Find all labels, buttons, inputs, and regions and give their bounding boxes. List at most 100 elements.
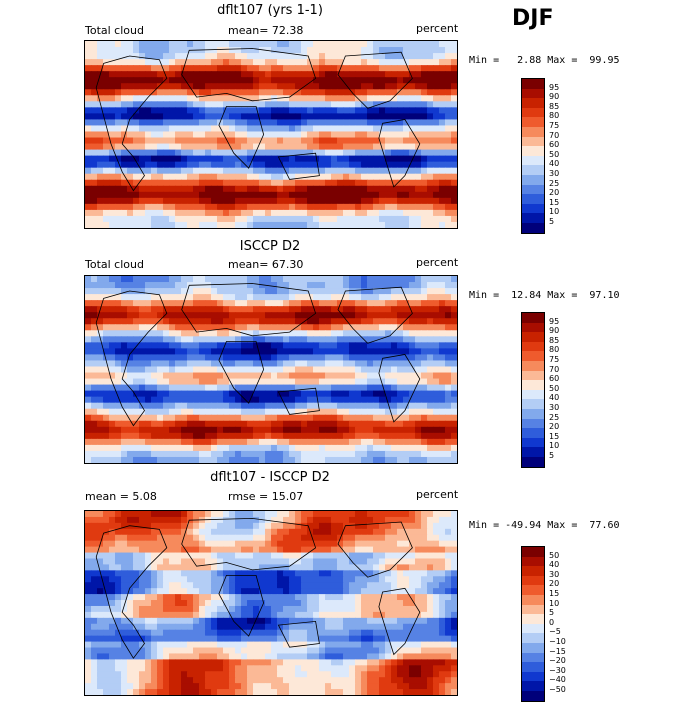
field-cell bbox=[295, 391, 302, 398]
field-cell bbox=[427, 588, 434, 595]
field-cell bbox=[367, 59, 374, 66]
field-cell bbox=[325, 523, 332, 530]
field-cell bbox=[331, 47, 338, 54]
field-cell bbox=[163, 47, 170, 54]
field-cell bbox=[97, 415, 104, 422]
field-cell bbox=[385, 53, 392, 60]
field-cell bbox=[157, 282, 164, 289]
field-cell bbox=[133, 553, 140, 560]
field-cell bbox=[103, 391, 110, 398]
field-cell bbox=[109, 588, 116, 595]
field-cell bbox=[289, 59, 296, 66]
field-cell bbox=[199, 144, 206, 151]
field-cell bbox=[451, 330, 457, 337]
field-cell bbox=[289, 535, 296, 542]
field-cell bbox=[367, 366, 374, 373]
field-cell bbox=[349, 144, 356, 151]
field-cell bbox=[367, 354, 374, 361]
field-cell bbox=[283, 95, 290, 102]
field-cell bbox=[421, 89, 428, 96]
field-cell bbox=[283, 547, 290, 554]
field-cell bbox=[373, 342, 380, 349]
field-cell bbox=[163, 600, 170, 607]
field-cell bbox=[235, 451, 242, 458]
field-cell bbox=[325, 180, 332, 187]
field-cell bbox=[283, 336, 290, 343]
field-cell bbox=[439, 95, 446, 102]
field-cell bbox=[127, 360, 134, 367]
field-cell bbox=[409, 294, 416, 301]
field-cell bbox=[103, 379, 110, 386]
field-cell bbox=[403, 222, 410, 228]
field-cell bbox=[265, 427, 272, 434]
field-cell bbox=[427, 294, 434, 301]
field-cell bbox=[391, 451, 398, 458]
field-cell bbox=[97, 216, 104, 223]
field-cell bbox=[325, 366, 332, 373]
field-cell bbox=[265, 192, 272, 199]
field-cell bbox=[169, 541, 176, 548]
field-cell bbox=[109, 156, 116, 163]
field-cell bbox=[397, 300, 404, 307]
field-cell bbox=[235, 445, 242, 452]
field-cell bbox=[187, 95, 194, 102]
field-cell bbox=[451, 119, 457, 126]
field-cell bbox=[349, 523, 356, 530]
field-cell bbox=[307, 415, 314, 422]
field-cell bbox=[91, 95, 98, 102]
field-cell bbox=[337, 53, 344, 60]
field-cell bbox=[427, 409, 434, 416]
field-cell bbox=[289, 107, 296, 114]
field-cell bbox=[355, 373, 362, 380]
field-cell bbox=[169, 324, 176, 331]
field-cell bbox=[295, 41, 302, 48]
field-cell bbox=[271, 41, 278, 48]
field-cell bbox=[187, 457, 194, 463]
field-cell bbox=[193, 336, 200, 343]
field-cell bbox=[307, 606, 314, 613]
field-cell bbox=[313, 511, 320, 518]
field-cell bbox=[247, 415, 254, 422]
field-cell bbox=[319, 294, 326, 301]
field-cell bbox=[247, 570, 254, 577]
field-cell bbox=[433, 101, 440, 108]
field-cell bbox=[127, 366, 134, 373]
field-cell bbox=[433, 282, 440, 289]
field-cell bbox=[163, 457, 170, 463]
field-cell bbox=[283, 222, 290, 228]
field-cell bbox=[451, 415, 457, 422]
field-cell bbox=[259, 547, 266, 554]
field-cell bbox=[109, 445, 116, 452]
field-cell bbox=[313, 204, 320, 211]
field-cell bbox=[205, 342, 212, 349]
field-cell bbox=[343, 391, 350, 398]
field-cell bbox=[211, 174, 218, 181]
field-cell bbox=[157, 47, 164, 54]
field-cell bbox=[319, 83, 326, 90]
field-cell bbox=[259, 445, 266, 452]
field-cell bbox=[439, 330, 446, 337]
field-cell bbox=[205, 391, 212, 398]
field-cell bbox=[271, 107, 278, 114]
colorbar-swatch bbox=[522, 175, 544, 185]
field-cell bbox=[85, 336, 92, 343]
field-cell bbox=[277, 433, 284, 440]
field-cell bbox=[133, 131, 140, 138]
field-cell bbox=[91, 312, 98, 319]
field-cell bbox=[391, 138, 398, 145]
field-cell bbox=[325, 282, 332, 289]
field-cell bbox=[349, 457, 356, 463]
field-cell bbox=[133, 594, 140, 601]
field-cell bbox=[373, 457, 380, 463]
field-cell bbox=[265, 119, 272, 126]
field-cell bbox=[307, 600, 314, 607]
field-cell bbox=[349, 366, 356, 373]
field-cell bbox=[373, 409, 380, 416]
field-cell bbox=[211, 53, 218, 60]
field-cell bbox=[121, 101, 128, 108]
field-cell bbox=[319, 113, 326, 120]
field-cell bbox=[109, 162, 116, 169]
field-cell bbox=[199, 582, 206, 589]
field-cell bbox=[439, 324, 446, 331]
field-cell bbox=[211, 107, 218, 114]
